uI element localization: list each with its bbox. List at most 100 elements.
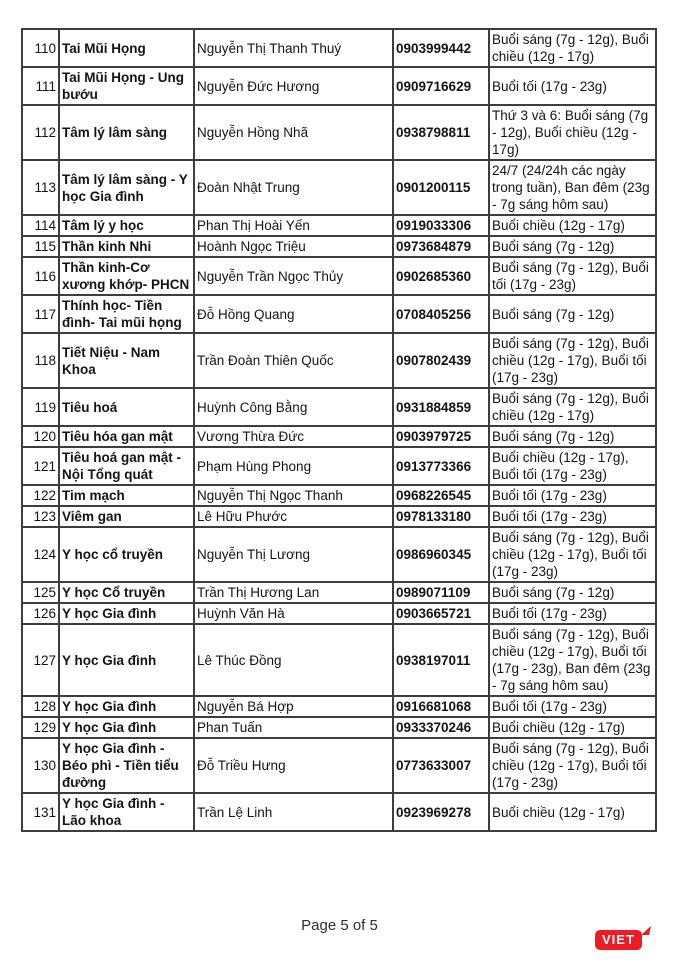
doctor-name-cell: Đỗ Hồng Quang [193,294,394,334]
specialty-cell: Y học Gia đình [58,602,195,625]
doctor-name-cell: Phan Tuấn [193,716,394,739]
specialty-cell: Thần kinh-Cơ xương khớp- PHCN [58,256,195,296]
row-number-cell: 120 [21,425,60,448]
phone-cell: 0938197011 [392,623,490,697]
table-row: 116 Thần kinh-Cơ xương khớp- PHCN Nguyễn T… [21,256,657,296]
schedule-cell: Buổi sáng (7g - 12g), Buổi tối (17g - 23… [488,256,657,296]
doctor-name-cell: Nguyễn Thị Thanh Thuý [193,28,394,68]
schedule-cell: Buổi sáng (7g - 12g) [488,425,657,448]
specialty-cell: Tai Mũi Họng - Ung bướu [58,66,195,106]
table-row: 121 Tiêu hoá gan mật - Nội Tổng quát Phạm … [21,446,657,486]
row-number-cell: 126 [21,602,60,625]
row-number-cell: 123 [21,505,60,528]
schedule-cell: Thứ 3 và 6: Buổi sáng (7g - 12g), Buổi c… [488,104,657,161]
row-number-cell: 125 [21,581,60,604]
specialty-cell: Tiết Niệu - Nam Khoa [58,332,195,389]
row-number-cell: 112 [21,104,60,161]
schedule-cell: Buổi sáng (7g - 12g), Buổi chiều (12g - … [488,737,657,794]
doctor-name-cell: Phạm Hùng Phong [193,446,394,486]
row-number-cell: 127 [21,623,60,697]
phone-cell: 0913773366 [392,446,490,486]
schedule-cell: Buổi chiều (12g - 17g) [488,214,657,237]
schedule-cell: Buổi sáng (7g - 12g) [488,235,657,258]
doctor-name-cell: Nguyễn Thị Lương [193,526,394,583]
phone-cell: 0923969278 [392,792,490,832]
specialty-cell: Tiêu hóa gan mật [58,425,195,448]
specialty-cell: Y học Gia đình [58,623,195,697]
row-number-cell: 130 [21,737,60,794]
schedule-cell: Buổi tối (17g - 23g) [488,66,657,106]
page-number-label: Page 5 of 5 [301,917,378,934]
specialty-cell: Thính học- Tiền đình- Tai mũi họng [58,294,195,334]
row-number-cell: 124 [21,526,60,583]
phone-cell: 0978133180 [392,505,490,528]
row-number-cell: 117 [21,294,60,334]
table-row: 122 Tim mạch Nguyễn Thị Ngọc Thanh 09682265… [21,484,657,507]
phone-cell: 0903999442 [392,28,490,68]
specialists-table: 110 Tai Mũi Họng Nguyễn Thị Thanh Thuý 0903… [21,28,657,832]
doctor-name-cell: Lê Thúc Đồng [193,623,394,697]
doctor-name-cell: Nguyễn Trần Ngọc Thủy [193,256,394,296]
phone-cell: 0708405256 [392,294,490,334]
schedule-cell: Buổi sáng (7g - 12g) [488,294,657,334]
specialty-cell: Thần kinh Nhi [58,235,195,258]
phone-cell: 0986960345 [392,526,490,583]
specialty-cell: Tiêu hoá [58,387,195,427]
specialty-cell: Tiêu hoá gan mật - Nội Tổng quát [58,446,195,486]
schedule-cell: Buổi sáng (7g - 12g), Buổi chiều (12g - … [488,526,657,583]
phone-cell: 0903665721 [392,602,490,625]
table-row: 118 Tiết Niệu - Nam Khoa Trần Đoàn Thiên Q… [21,332,657,389]
doctor-name-cell: Hoành Ngọc Triệu [193,235,394,258]
schedule-cell: Buổi sáng (7g - 12g), Buổi chiều (12g - … [488,387,657,427]
phone-cell: 0901200115 [392,159,490,216]
viet-logo-badge: VIET [595,930,642,950]
doctor-name-cell: Đoàn Nhật Trung [193,159,394,216]
phone-cell: 0938798811 [392,104,490,161]
phone-cell: 0907802439 [392,332,490,389]
table-row: 113 Tâm lý lâm sàng - Y học Gia đình Đoàn … [21,159,657,216]
schedule-cell: Buổi chiều (12g - 17g) [488,792,657,832]
doctor-name-cell: Phan Thị Hoài Yến [193,214,394,237]
row-number-cell: 115 [21,235,60,258]
phone-cell: 0973684879 [392,235,490,258]
schedule-cell: Buổi chiều (12g - 17g) [488,716,657,739]
doctor-name-cell: Nguyễn Thị Ngọc Thanh [193,484,394,507]
specialty-cell: Y học Gia đình [58,695,195,718]
specialists-table-body: 110 Tai Mũi Họng Nguyễn Thị Thanh Thuý 0903… [21,28,657,832]
doctor-name-cell: Nguyễn Đức Hương [193,66,394,106]
row-number-cell: 110 [21,28,60,68]
row-number-cell: 128 [21,695,60,718]
doctor-name-cell: Lê Hữu Phước [193,505,394,528]
specialty-cell: Viêm gan [58,505,195,528]
phone-cell: 0902685360 [392,256,490,296]
phone-cell: 0968226545 [392,484,490,507]
doctor-name-cell: Vương Thừa Đức [193,425,394,448]
phone-cell: 0931884859 [392,387,490,427]
table-row: 115 Thần kinh Nhi Hoành Ngọc Triệu 09736848… [21,235,657,258]
schedule-cell: Buổi tối (17g - 23g) [488,695,657,718]
phone-cell: 0773633007 [392,737,490,794]
doctor-name-cell: Trần Đoàn Thiên Quốc [193,332,394,389]
schedule-cell: Buổi sáng (7g - 12g) [488,581,657,604]
table-row: 112 Tâm lý lâm sàng Nguyễn Hồng Nhã 0938798… [21,104,657,161]
phone-cell: 0919033306 [392,214,490,237]
schedule-cell: Buổi tối (17g - 23g) [488,505,657,528]
row-number-cell: 111 [21,66,60,106]
table-row: 124 Y học cổ truyền Nguyễn Thị Lương 098696… [21,526,657,583]
doctor-name-cell: Nguyễn Hồng Nhã [193,104,394,161]
specialty-cell: Tâm lý lâm sàng [58,104,195,161]
table-row: 131 Y học Gia đình - Lão khoa Trần Lệ Linh… [21,792,657,832]
table-row: 127 Y học Gia đình Lê Thúc Đồng 0938197011 B… [21,623,657,697]
row-number-cell: 119 [21,387,60,427]
doctor-name-cell: Trần Thị Hương Lan [193,581,394,604]
schedule-cell: Buổi tối (17g - 23g) [488,484,657,507]
doctor-name-cell: Nguyễn Bá Hợp [193,695,394,718]
viet-logo-flag-icon [641,926,651,935]
doctor-name-cell: Đỗ Triều Hưng [193,737,394,794]
table-row: 130 Y học Gia đình - Béo phì - Tiền tiểu … [21,737,657,794]
table-row: 110 Tai Mũi Họng Nguyễn Thị Thanh Thuý 0903… [21,28,657,68]
specialty-cell: Y học Gia đình - Béo phì - Tiền tiểu đườ… [58,737,195,794]
table-row: 114 Tâm lý y học Phan Thị Hoài Yến 09190333… [21,214,657,237]
schedule-cell: 24/7 (24/24h các ngày trong tuần), Ban đ… [488,159,657,216]
